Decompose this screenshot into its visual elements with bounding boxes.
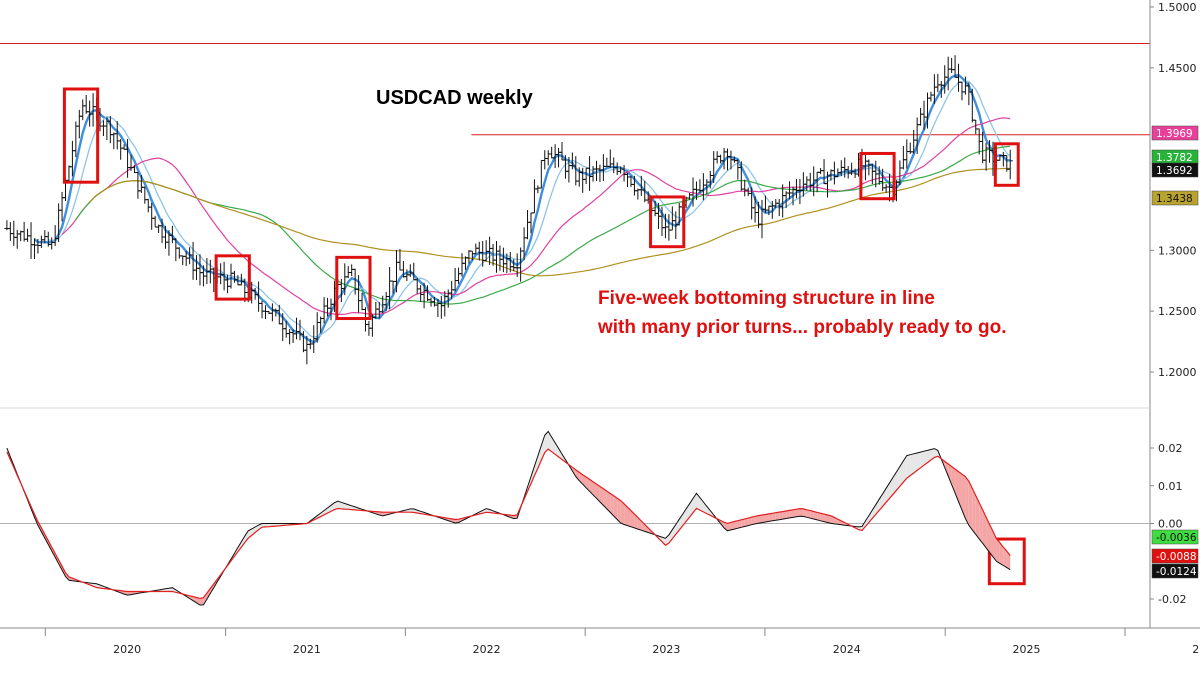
price-tick-label: 1.2500 [1158,305,1197,318]
oscillator-tick-label: 0.00 [1158,518,1183,531]
oscillator-tick-label: -0.02 [1158,593,1186,606]
bottoming-box-5 [859,151,896,201]
bottoming-box-6 [993,142,1020,187]
year-label: 2021 [293,643,321,656]
price-tag: 1.3969 [1151,125,1199,141]
oscillator-fast-line [6,430,1011,606]
price-tick-label: 1.4500 [1158,62,1197,75]
price-tag: 1.3438 [1151,190,1199,206]
year-label: 2026 [1192,643,1200,656]
svg-text:1.3692: 1.3692 [1156,165,1193,177]
svg-text:1.3438: 1.3438 [1156,193,1193,205]
year-label: 2024 [833,643,861,656]
oscillator-value-tag: -0.0088 [1151,548,1199,564]
oscillator-tick-label: 0.01 [1158,480,1183,493]
oscillator-highlight-box [987,537,1026,586]
annotation-line-1: Five-week bottoming structure in line [598,288,935,309]
year-label: 2025 [1012,643,1040,656]
chart-title: USDCAD weekly [376,87,534,109]
moving-average-line-3 [61,117,1011,316]
svg-text:-0.0088: -0.0088 [1156,551,1197,563]
price-tick-label: 1.2000 [1158,366,1197,379]
moving-average-line-1 [33,73,1011,344]
bottoming-box-1 [62,87,100,184]
svg-text:-0.0124: -0.0124 [1156,566,1197,578]
year-label: 2020 [113,643,141,656]
price-tag: 1.3692 [1151,162,1199,178]
svg-text:1.3969: 1.3969 [1156,128,1193,140]
price-tick-label: 1.3000 [1158,244,1197,257]
oscillator-slow-line [6,448,1011,600]
svg-text:1.3782: 1.3782 [1156,152,1193,164]
oscillator-value-tag: -0.0036 [1151,529,1199,545]
annotation-line-2: with many prior turns... probably ready … [597,317,1007,338]
price-tag: 1.3782 [1151,149,1199,165]
price-tick-label: 1.5000 [1158,1,1197,14]
bottoming-box-2 [214,254,251,301]
bottoming-box-4 [649,195,686,249]
svg-text:-0.0036: -0.0036 [1156,532,1197,544]
moving-average-line-4 [75,145,1011,305]
year-label: 2022 [473,643,501,656]
oscillator-value-tag: -0.0124 [1151,563,1199,579]
price-bar [1007,149,1013,180]
moving-average-line-5 [89,167,1011,277]
year-label: 2023 [652,643,680,656]
oscillator-tick-label: 0.02 [1158,442,1183,455]
bottoming-box-3 [335,255,372,321]
